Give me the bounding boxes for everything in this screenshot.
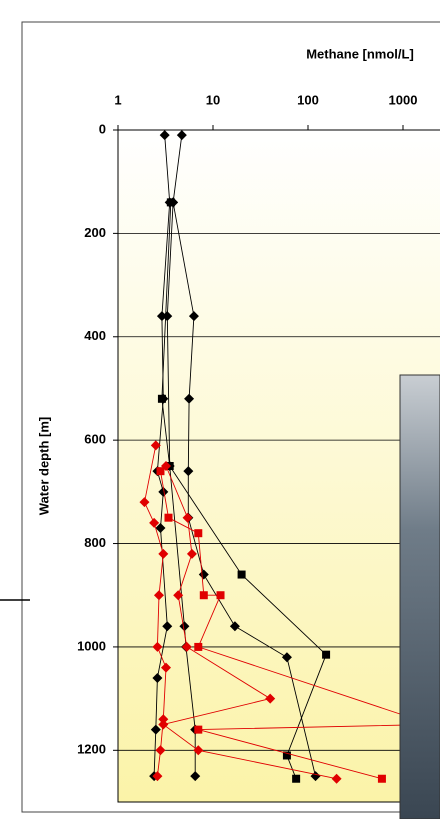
y-tick-label: 800	[84, 535, 106, 550]
photo-inset	[400, 375, 440, 819]
marker	[194, 726, 202, 734]
marker	[164, 514, 172, 522]
marker	[156, 467, 164, 475]
marker	[194, 643, 202, 651]
y-tick-label: 1200	[77, 742, 106, 757]
y-tick-label: 0	[99, 121, 106, 136]
marker	[200, 591, 208, 599]
x-tick-label: 10	[206, 92, 220, 107]
marker	[194, 529, 202, 537]
y-tick-label: 400	[84, 328, 106, 343]
y-tick-label: 600	[84, 432, 106, 447]
x-tick-label: 100	[297, 92, 319, 107]
y-tick-label: 200	[84, 225, 106, 240]
marker	[167, 198, 175, 206]
marker	[217, 591, 225, 599]
marker	[238, 571, 246, 579]
marker	[322, 651, 330, 659]
x-tick-label: 1000	[389, 92, 418, 107]
marker	[158, 395, 166, 403]
x-axis-label: Methane [nmol/L]	[306, 46, 414, 61]
y-tick-label: 1000	[77, 638, 106, 653]
marker	[378, 775, 386, 783]
x-tick-label: 1	[114, 92, 121, 107]
page: {"chart_data": {"type": "line", "xlabel"…	[0, 0, 440, 819]
chart: Methane [nmol/L] Water depth [m] 0 200 400…	[0, 0, 440, 819]
marker	[292, 775, 300, 783]
y-axis-label: Water depth [m]	[36, 417, 51, 515]
